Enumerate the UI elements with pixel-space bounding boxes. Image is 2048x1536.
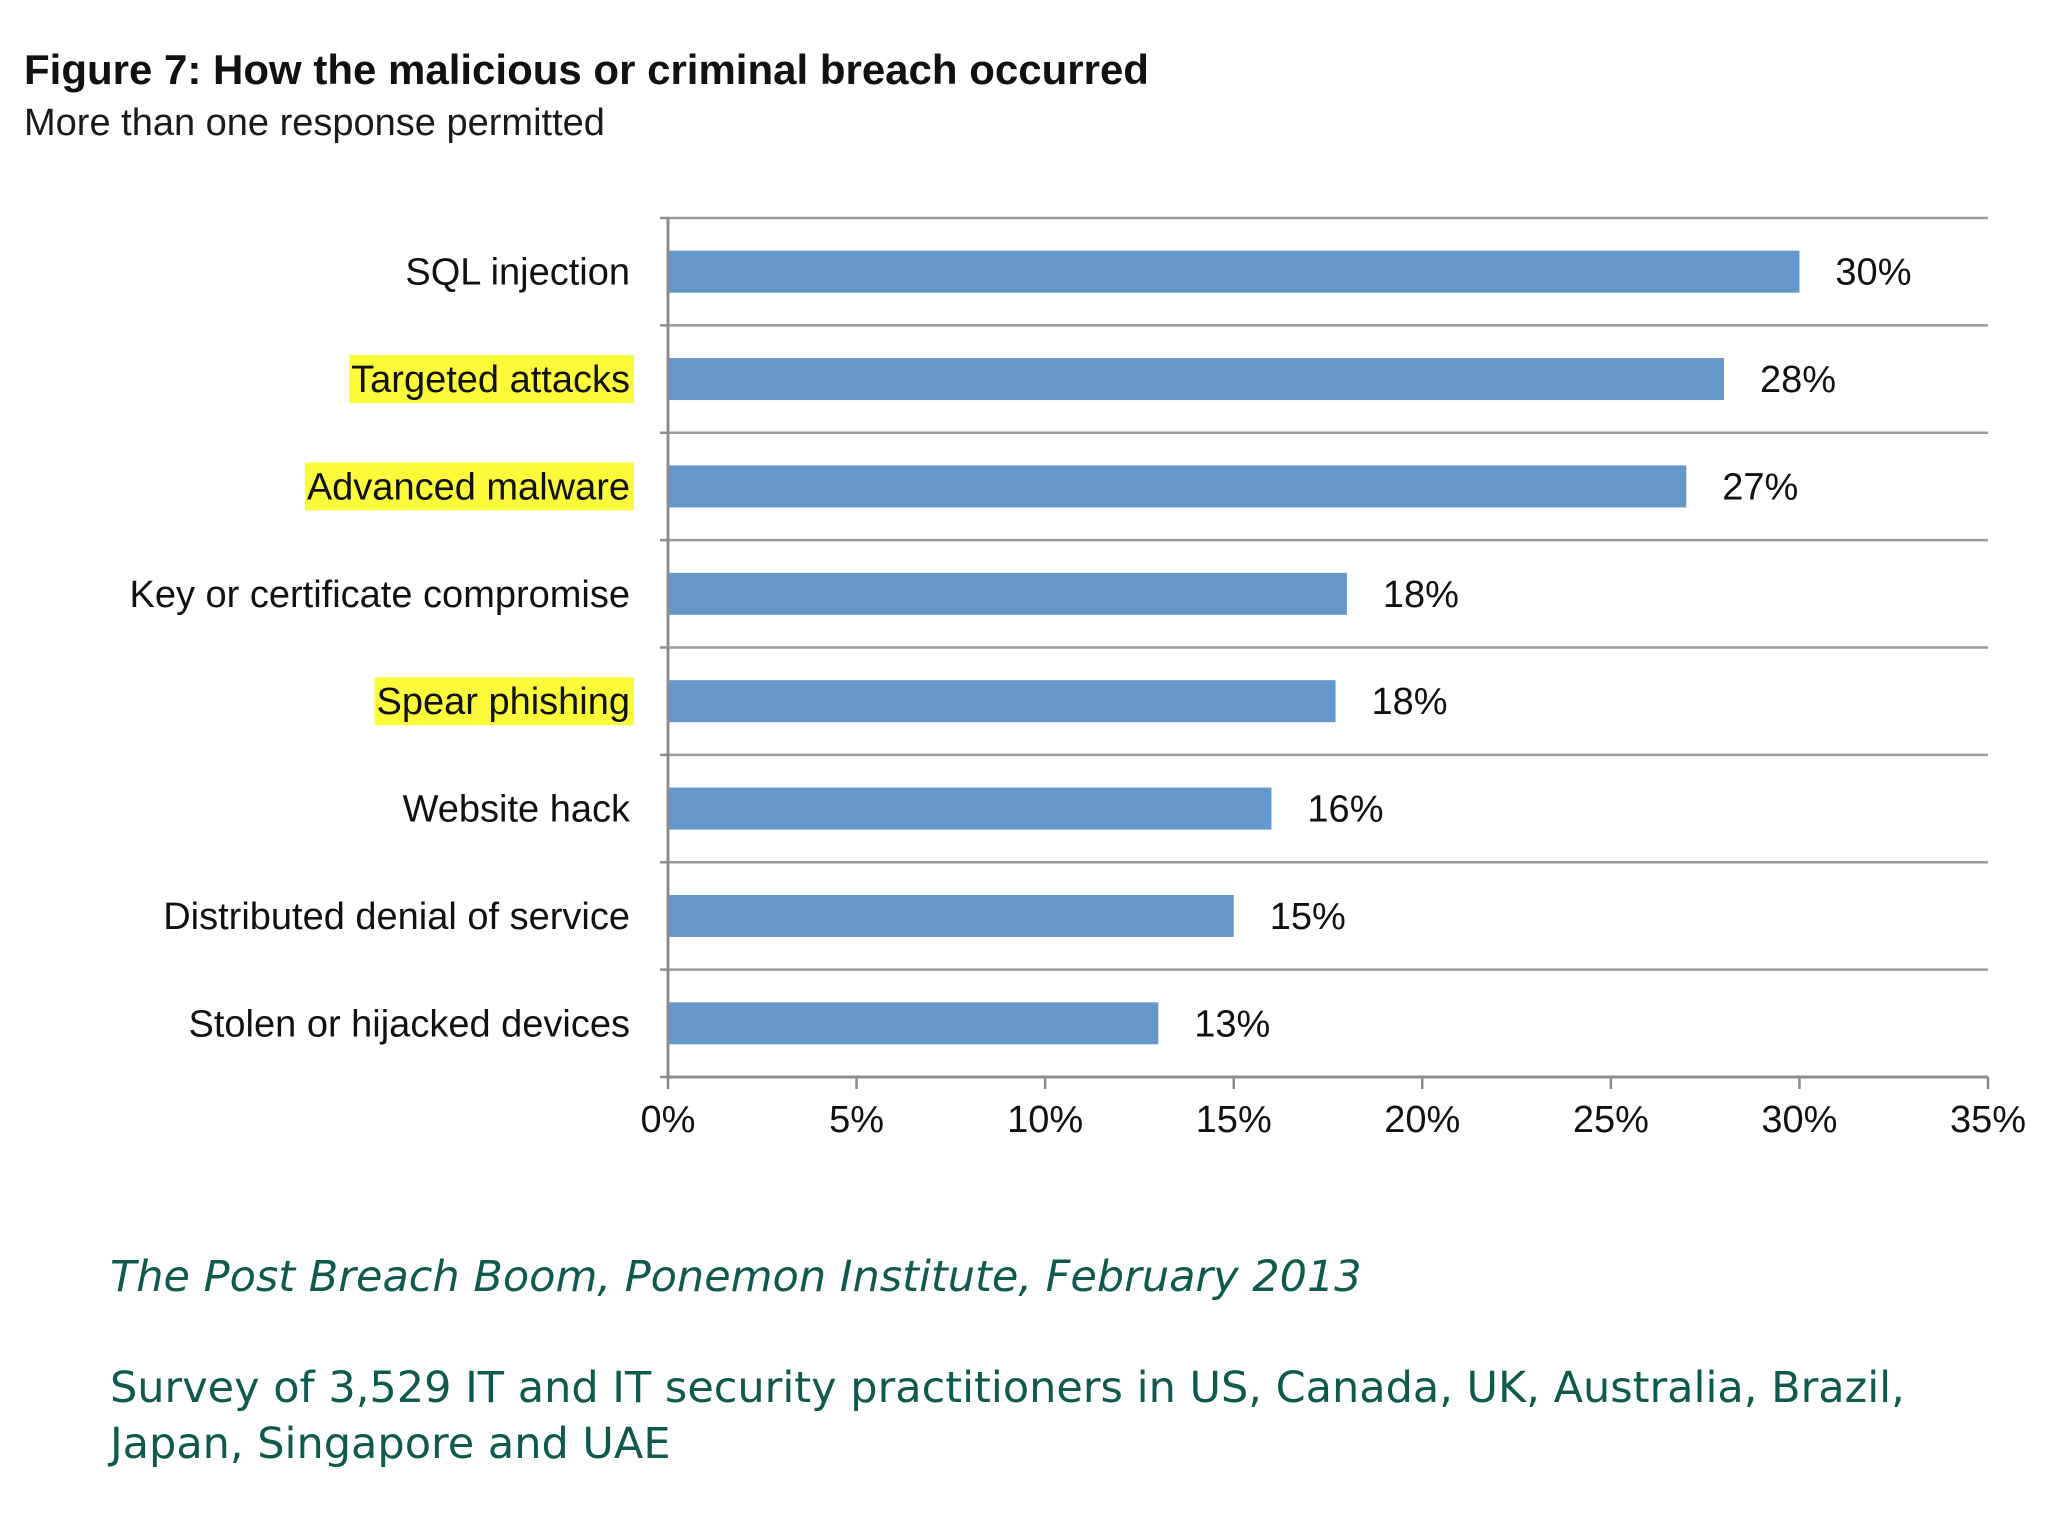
x-tick-label: 5%	[829, 1099, 884, 1141]
x-tick-label: 20%	[1384, 1099, 1460, 1141]
source-citation: The Post Breach Boom, Ponemon Institute,…	[110, 1252, 1362, 1302]
bars	[668, 250, 1800, 1045]
bar	[668, 787, 1272, 830]
label-highlight	[349, 355, 634, 404]
category-label: Targeted attacks	[351, 359, 630, 401]
x-tick-label: 10%	[1007, 1099, 1083, 1141]
x-tick-label: 25%	[1573, 1099, 1649, 1141]
label-highlight	[304, 462, 634, 511]
data-label: 13%	[1194, 1003, 1270, 1045]
category-label: Spear phishing	[376, 681, 630, 723]
gridlines	[668, 216, 1988, 971]
data-label: 28%	[1760, 359, 1836, 401]
category-label: Key or certificate compromise	[130, 574, 631, 616]
chart-title: Figure 7: How the malicious or criminal …	[24, 46, 1149, 93]
category-label: Stolen or hijacked devices	[189, 1003, 630, 1045]
bar	[668, 358, 1724, 401]
label-highlights	[304, 355, 634, 726]
bar	[668, 572, 1347, 615]
data-label: 16%	[1307, 789, 1383, 831]
data-label: 18%	[1372, 681, 1448, 723]
label-highlight	[374, 677, 634, 726]
survey-note: Survey of 3,529 IT and IT security pract…	[110, 1363, 1905, 1469]
x-tick-label: 0%	[641, 1099, 696, 1141]
data-label: 30%	[1835, 252, 1911, 294]
bar	[668, 250, 1800, 293]
bar	[668, 894, 1234, 937]
data-label: 18%	[1383, 574, 1459, 616]
category-label: Advanced malware	[307, 466, 630, 508]
data-labels: 30% 28% 27% 18% 18% 16% 15% 13%	[1194, 252, 1911, 1046]
category-labels: SQL injection Targeted attacks Advanced ma…	[130, 252, 632, 1046]
data-label: 15%	[1270, 896, 1346, 938]
data-label: 27%	[1722, 466, 1798, 508]
x-tick-label: 30%	[1761, 1099, 1837, 1141]
category-label: Website hack	[403, 789, 631, 831]
bar	[668, 680, 1336, 723]
category-label: Distributed denial of service	[163, 896, 630, 938]
bar-chart: 0% 5% 10% 15% 20% 25% 30% 35% SQL injection Targ…	[130, 216, 2026, 1141]
x-tick-label: 35%	[1950, 1099, 2026, 1141]
x-tick-label: 15%	[1196, 1099, 1272, 1141]
x-axis: 0% 5% 10% 15% 20% 25% 30% 35%	[641, 216, 2026, 1141]
category-label: SQL injection	[405, 252, 630, 294]
chart-subtitle: More than one response permitted	[24, 102, 605, 144]
bar	[668, 1002, 1159, 1045]
bar	[668, 465, 1687, 508]
